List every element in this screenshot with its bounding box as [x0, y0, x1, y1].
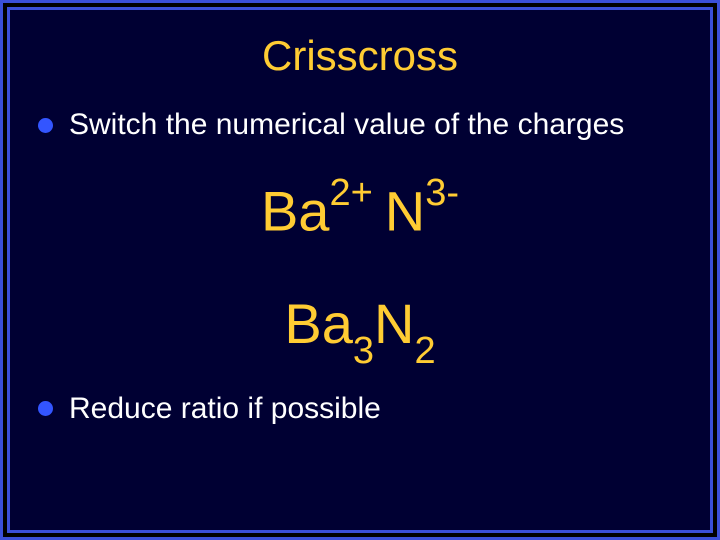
compound-element: N — [374, 292, 414, 355]
formula-compound-content: Ba3N2 — [284, 296, 435, 362]
compound-element: Ba — [284, 292, 353, 355]
formula-ions: Ba2+N3- — [10, 180, 710, 240]
compound-subscript: 3 — [353, 330, 374, 372]
bullet-text: Reduce ratio if possible — [69, 392, 381, 426]
slide-title: Crisscross — [10, 32, 710, 80]
compound-subscript: 2 — [414, 330, 435, 372]
formula-compound: Ba3N2 — [10, 296, 710, 362]
ion-charge: 2+ — [329, 172, 372, 214]
ion-charge: 3- — [425, 172, 459, 214]
ion-element: Ba — [261, 180, 330, 243]
bullet-icon — [38, 401, 53, 416]
formula-ions-content: Ba2+N3- — [261, 180, 459, 240]
bullet-item: Switch the numerical value of the charge… — [10, 108, 710, 142]
slide-outer-frame: Crisscross Switch the numerical value of… — [0, 0, 720, 540]
ion-element: N — [385, 180, 425, 243]
slide-inner-frame: Crisscross Switch the numerical value of… — [7, 7, 713, 533]
bullet-icon — [38, 118, 53, 133]
bullet-item: Reduce ratio if possible — [10, 392, 710, 426]
bullet-text: Switch the numerical value of the charge… — [69, 108, 624, 142]
